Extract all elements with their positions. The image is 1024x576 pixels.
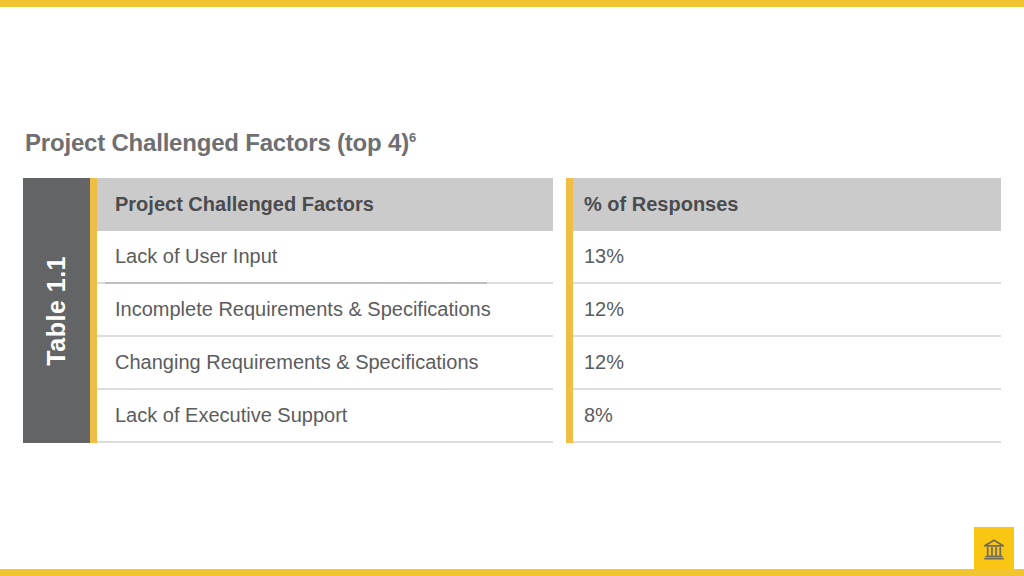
slide-title-footnote-marker: 6 [409, 130, 416, 145]
table-row: Incomplete Requirements & Specifications [97, 284, 553, 337]
factor-cell: Incomplete Requirements & Specifications [115, 298, 491, 321]
right-accent-strip [566, 178, 573, 443]
percent-cell: 8% [584, 404, 613, 427]
factor-cell: Lack of Executive Support [115, 404, 347, 427]
column-header-factors: Project Challenged Factors [97, 178, 553, 231]
table-row: Changing Requirements & Specifications [97, 337, 553, 390]
factor-cell: Changing Requirements & Specifications [115, 351, 479, 374]
table-row: 13% [573, 231, 1001, 284]
percent-cell: 13% [584, 245, 624, 268]
table-row: Lack of User Input [97, 231, 553, 284]
slide-title-text: Project Challenged Factors (top 4) [25, 129, 409, 156]
factor-cell: Lack of User Input [115, 245, 277, 268]
table-row: 12% [573, 337, 1001, 390]
slide-footer-logo [974, 527, 1014, 570]
top-accent-bar [0, 0, 1024, 7]
column-header-responses-label: % of Responses [584, 193, 738, 216]
percent-cell: 12% [584, 351, 624, 374]
table-label: Table 1.1 [42, 256, 71, 366]
table-row: 12% [573, 284, 1001, 337]
column-header-factors-label: Project Challenged Factors [115, 193, 374, 216]
table-row: Lack of Executive Support [97, 390, 553, 443]
percent-cell: 12% [584, 298, 624, 321]
bank-icon [981, 536, 1007, 562]
bottom-accent-bar [0, 569, 1024, 576]
table-row: 8% [573, 390, 1001, 443]
table-label-tab: Table 1.1 [23, 178, 90, 443]
factors-column: Project Challenged Factors Lack of User … [97, 178, 553, 443]
column-header-responses: % of Responses [573, 178, 1001, 231]
slide-title: Project Challenged Factors (top 4)6 [25, 129, 416, 157]
left-accent-strip [90, 178, 97, 443]
responses-column: % of Responses 13% 12% 12% 8% [573, 178, 1001, 443]
